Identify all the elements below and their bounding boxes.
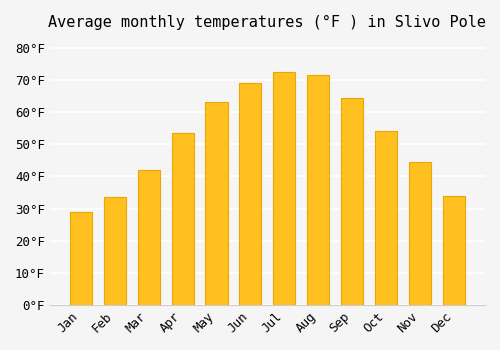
Bar (308, 75, 330, 305)
Title: Average monthly temperatures (°F ) in Slivo Pole: Average monthly temperatures (°F ) in Sl… (48, 15, 486, 30)
Bar (70, 212, 92, 305)
Bar (409, 162, 432, 305)
Bar (443, 196, 465, 305)
Bar (138, 170, 160, 305)
Bar (342, 98, 363, 305)
Bar (240, 83, 262, 305)
Bar (172, 133, 194, 305)
Bar (206, 103, 228, 305)
Bar (375, 131, 398, 305)
Bar (274, 72, 295, 305)
Bar (104, 197, 126, 305)
